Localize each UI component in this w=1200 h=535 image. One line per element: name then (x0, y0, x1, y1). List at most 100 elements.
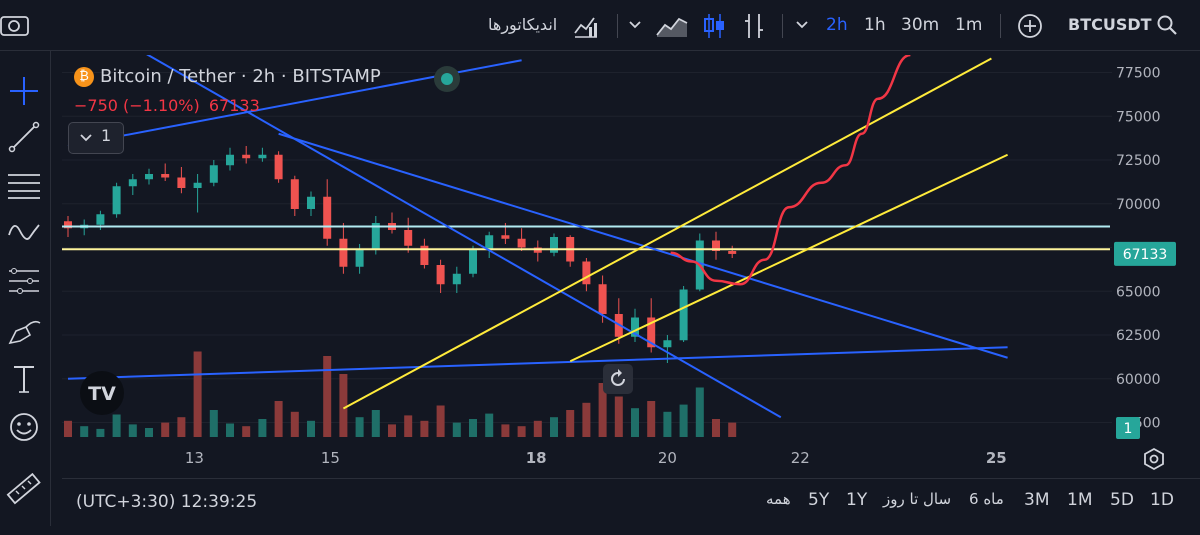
price-tick-label: 77500 (1116, 66, 1161, 82)
indicators-label[interactable]: اندیکاتورها (488, 15, 558, 34)
emoji-icon[interactable] (6, 409, 42, 445)
candle-body (436, 265, 445, 285)
interval-2h[interactable]: 2h (826, 15, 848, 35)
legend-title-text: Bitcoin / Tether · 2h · BITSTAMP (100, 66, 381, 87)
candle-body (209, 165, 218, 183)
interval-1m[interactable]: 1m (955, 15, 983, 35)
text-icon[interactable] (6, 361, 42, 397)
candle-body (96, 214, 105, 225)
legend-collapse-button[interactable]: 1 (68, 122, 124, 154)
period-0[interactable]: همه (766, 490, 791, 508)
legend-change-value: −750 (−1.10%) (74, 96, 200, 115)
interval-30m[interactable]: 30m (901, 15, 940, 35)
chart-grid (62, 72, 1112, 423)
add-symbol-icon[interactable] (1016, 12, 1044, 40)
trendline-icon[interactable] (6, 119, 42, 155)
pen-icon[interactable] (6, 313, 42, 349)
volume-bar (647, 401, 656, 437)
drawing-toolbar (0, 51, 51, 526)
volume-bar (258, 419, 267, 437)
chevron-down-icon[interactable] (628, 18, 642, 32)
candle-body (404, 230, 413, 246)
volume-bar (323, 356, 332, 437)
candle-body (177, 177, 186, 188)
period-6[interactable]: 1M (1067, 490, 1093, 510)
volume-bar (695, 387, 704, 437)
toolbar-separator (1000, 14, 1001, 38)
price-tick-label: 75000 (1116, 109, 1161, 125)
search-icon[interactable] (1156, 14, 1178, 36)
period-7[interactable]: 5D (1110, 490, 1134, 510)
trendline (146, 55, 782, 419)
chevron-down-icon[interactable] (795, 18, 809, 32)
camera-icon[interactable] (0, 12, 30, 38)
volume-bar (420, 420, 429, 437)
volume-bar (128, 424, 137, 437)
period-4[interactable]: 6 ماه (969, 490, 1004, 508)
price-chart[interactable]: TV (62, 55, 1112, 440)
crosshair-icon[interactable] (6, 73, 42, 109)
indicators-icon[interactable] (572, 13, 600, 39)
period-1[interactable]: 5Y (808, 490, 830, 510)
period-2[interactable]: 1Y (846, 490, 868, 510)
volume-bar (193, 351, 202, 437)
volume-bar (339, 374, 348, 437)
brush-icon[interactable] (6, 213, 42, 249)
candle-body (517, 238, 526, 248)
period-5[interactable]: 3M (1024, 490, 1050, 510)
legend-change: −750 (−1.10%) 67133 (74, 96, 260, 115)
candle-body (145, 174, 153, 180)
price-tick-label: 62500 (1116, 328, 1161, 344)
candle-body (226, 154, 234, 166)
volume-bar (663, 411, 672, 437)
volume-bar (209, 410, 218, 437)
volume-bar (290, 411, 299, 437)
legend-indicator-count: 1 (101, 126, 112, 145)
svg-text:TV: TV (88, 383, 116, 405)
toolbar-separator (782, 14, 783, 38)
bars-icon[interactable] (742, 12, 766, 40)
candle-body (290, 179, 299, 209)
volume-bars (64, 351, 737, 437)
last-price-label: 67133 (1123, 247, 1168, 263)
period-3[interactable]: سال تا روز (883, 490, 952, 508)
volume-bar (728, 422, 737, 437)
volume-bar (436, 405, 445, 437)
area-chart-icon[interactable] (655, 13, 689, 39)
candles-icon[interactable] (703, 12, 727, 40)
settings-icon[interactable] (1142, 447, 1166, 471)
volume-bar (533, 420, 542, 437)
legend-title: ₿ Bitcoin / Tether · 2h · BITSTAMP (74, 64, 381, 90)
candle-body (679, 289, 688, 341)
time-tick-label: 18 (526, 449, 547, 467)
volume-bar (566, 410, 575, 437)
trendline (569, 153, 1009, 363)
reset-chart-button[interactable] (603, 364, 633, 394)
candle-body (550, 237, 558, 253)
top-toolbar: اندیکاتورها 2h 1h 30m 1m BTCUSDT (0, 0, 1200, 51)
ruler-icon[interactable] (6, 471, 42, 507)
price-axis[interactable]: 5750060000625006500067500700007250075000… (1112, 55, 1200, 440)
price-tick-label: 72500 (1116, 153, 1161, 169)
volume-bar (274, 401, 283, 437)
candle-body (420, 245, 429, 265)
candle-body (274, 154, 283, 180)
volume-bar (631, 408, 639, 437)
candle-body (485, 235, 494, 250)
candle-body (355, 249, 364, 267)
volume-bar (80, 426, 89, 437)
fib-icon[interactable] (6, 167, 42, 203)
time-axis[interactable]: 13 15 18 20 22 25 (62, 440, 1112, 476)
period-8[interactable]: 1D (1150, 490, 1174, 510)
interval-1h[interactable]: 1h (864, 15, 886, 35)
symbol-label[interactable]: BTCUSDT (1068, 15, 1152, 34)
pattern-icon[interactable] (6, 263, 42, 299)
volume-bar (177, 417, 186, 437)
volume-bar (242, 426, 251, 437)
candle-body (371, 223, 380, 250)
candle-body (339, 238, 348, 267)
candle-body (161, 174, 170, 178)
candle-body (258, 154, 267, 159)
timezone-clock[interactable]: (UTC+3:30) 12:39:25 (76, 492, 258, 512)
volume-bar (452, 422, 461, 437)
